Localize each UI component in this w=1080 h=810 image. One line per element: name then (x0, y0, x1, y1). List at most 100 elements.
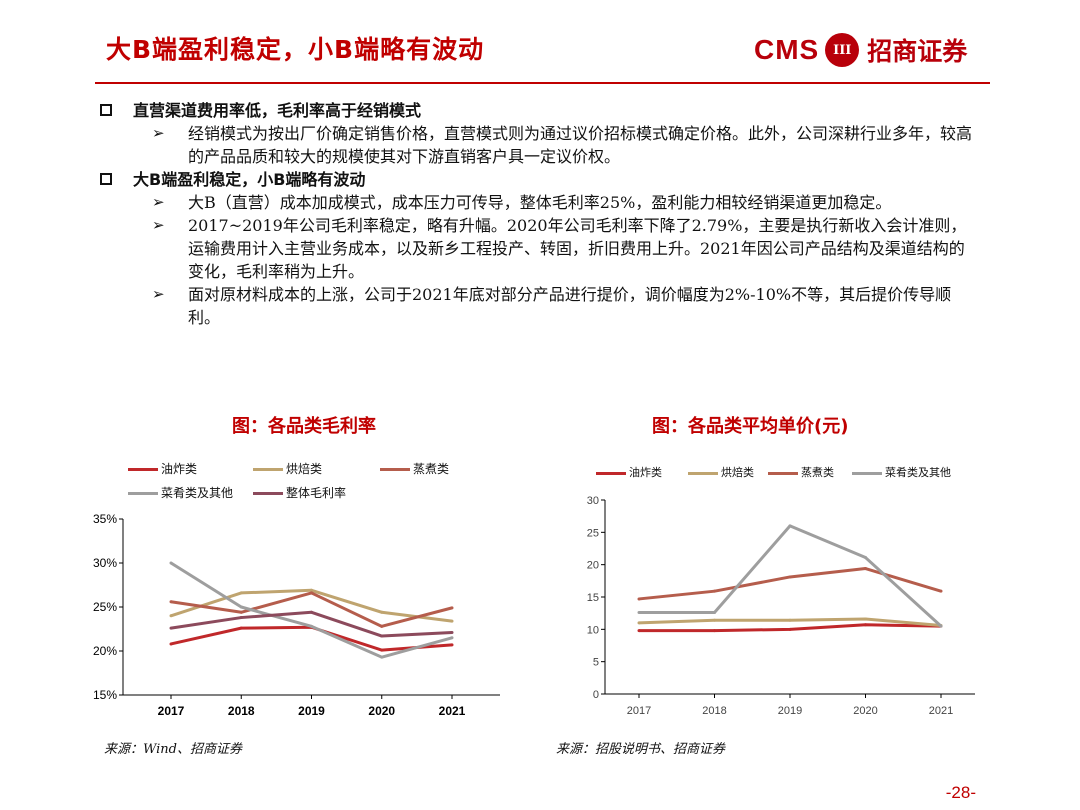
data-point (450, 631, 454, 635)
data-point (380, 655, 384, 659)
legend-item: 整体毛利率 (253, 484, 346, 501)
chart-gross-margin: 15% 20% 25% 30% 35% 2017 2018 2019 2020 2021 (93, 512, 500, 718)
logo-emblem-icon: III (825, 33, 860, 67)
legend-label: 油炸类 (629, 466, 662, 479)
x-tick-label: 2020 (368, 704, 395, 718)
x-tick-label: 2019 (778, 705, 802, 717)
x-tick-label: 2018 (228, 704, 255, 718)
data-point (239, 610, 243, 614)
page-title: 大B端盈利稳定，小B端略有波动 (106, 35, 485, 64)
legend-label: 烘焙类 (721, 466, 754, 479)
y-tick-label: 35% (93, 512, 117, 526)
data-point (450, 643, 454, 647)
data-point (939, 589, 943, 593)
data-point (310, 610, 313, 614)
data-point (380, 624, 384, 628)
logo-cms-text: CMS (754, 34, 820, 65)
data-point (310, 591, 313, 595)
square-bullet-icon (100, 104, 112, 116)
sub-bullet: ➢ 大B（直营）成本加成模式，成本压力可传导，整体毛利率25%，盈利能力相较经销… (100, 191, 980, 214)
x-tick-label: 2019 (298, 704, 325, 718)
data-point (239, 605, 243, 609)
data-point (310, 588, 313, 592)
data-point (637, 611, 641, 615)
data-point (169, 600, 173, 604)
data-point (450, 636, 454, 640)
legend-swatch (253, 492, 283, 495)
legend-item: 油炸类 (128, 460, 197, 477)
legend-item: 油炸类 (596, 464, 662, 480)
data-point (239, 616, 243, 620)
bullet-heading: 大B端盈利稳定，小B端略有波动 (100, 168, 980, 191)
page-number: -28- (945, 783, 976, 802)
sub-bullet: ➢ 经销模式为按出厂价确定销售价格，直营模式则为通过议价招标模式确定价格。此外，… (100, 122, 980, 168)
y-tick-label: 0 (593, 689, 599, 701)
data-point (637, 597, 641, 601)
data-point (169, 626, 173, 630)
series-line-3 (170, 561, 453, 659)
data-point (788, 627, 792, 631)
legend-label: 蒸煮类 (801, 466, 834, 479)
data-point (169, 561, 173, 565)
chart-source: 来源：Wind、招商证券 (104, 742, 242, 757)
legend-label: 菜肴类及其他 (885, 466, 951, 479)
legend-label: 菜肴类及其他 (161, 486, 234, 500)
sub-bullet: ➢ 面对原材料成本的上涨，公司于2021年底对部分产品进行提价，调价幅度为2%-… (100, 283, 980, 329)
data-point (239, 626, 243, 630)
legend-label: 油炸类 (161, 462, 198, 476)
data-point (713, 611, 716, 615)
bullet-list: 直营渠道费用率低，毛利率高于经销模式 ➢ 经销模式为按出厂价确定销售价格，直营模… (100, 99, 980, 329)
data-point (864, 617, 867, 621)
bullet-heading-text: 直营渠道费用率低，毛利率高于经销模式 (133, 101, 422, 120)
legend-item: 菜肴类及其他 (128, 484, 233, 501)
x-tick-label: 2021 (439, 704, 466, 718)
y-tick-label: 30% (93, 556, 117, 570)
series-line-1 (170, 588, 453, 623)
y-tick-label: 20 (587, 560, 599, 572)
y-tick-label: 30 (587, 495, 599, 507)
chart-source: 来源：招股说明书、招商证券 (556, 742, 726, 757)
data-point (637, 629, 641, 633)
data-point (864, 567, 867, 571)
y-tick-label: 25% (93, 600, 117, 614)
chart-title: 图：各品类平均单价(元) (652, 416, 849, 437)
sub-bullet-text: 面对原材料成本的上涨，公司于2021年底对部分产品进行提价，调价幅度为2%-10… (188, 285, 952, 327)
x-tick-label: 2021 (929, 705, 953, 717)
data-point (380, 648, 384, 652)
series-line-0 (170, 625, 453, 652)
bullet-heading-text: 大B端盈利稳定，小B端略有波动 (133, 170, 366, 189)
x-tick-label: 2017 (627, 705, 651, 717)
legend-item: 菜肴类及其他 (852, 464, 951, 480)
legend-swatch (128, 468, 158, 471)
sub-bullet-text: 经销模式为按出厂价确定销售价格，直营模式则为通过议价招标模式确定价格。此外，公司… (188, 124, 973, 166)
legend-item: 蒸煮类 (768, 464, 834, 480)
data-point (450, 619, 454, 623)
legend-swatch (128, 492, 158, 495)
legend-item: 烘焙类 (688, 464, 754, 480)
legend-label: 整体毛利率 (286, 486, 347, 500)
square-bullet-icon (100, 173, 112, 185)
y-tick-label: 15 (587, 592, 599, 604)
sub-bullet-text: 2017~2019年公司毛利率稳定，略有升幅。2020年公司毛利率下降了2.79… (188, 216, 967, 281)
arrow-bullet-icon: ➢ (152, 193, 165, 211)
y-tick-label: 25 (587, 527, 599, 539)
data-point (788, 524, 792, 528)
y-tick-label: 10 (587, 624, 599, 636)
x-tick-label: 2020 (853, 705, 877, 717)
legend-label: 蒸煮类 (413, 462, 450, 476)
legend-swatch (253, 468, 283, 471)
data-point (864, 556, 867, 560)
legend-swatch (596, 471, 626, 475)
legend-swatch (768, 471, 798, 475)
logo-cn-text: 招商证券 (867, 37, 968, 66)
legend-swatch (380, 468, 410, 471)
data-point (637, 621, 641, 625)
data-point (713, 618, 716, 622)
data-point (239, 591, 243, 595)
data-point (713, 629, 716, 633)
sub-bullet-text: 大B（直营）成本加成模式，成本压力可传导，整体毛利率25%，盈利能力相较经销渠道… (188, 193, 892, 212)
data-point (169, 642, 173, 646)
legend-item: 蒸煮类 (380, 460, 449, 477)
data-point (788, 618, 792, 622)
logo: CMS III 招商证券 (754, 30, 967, 70)
